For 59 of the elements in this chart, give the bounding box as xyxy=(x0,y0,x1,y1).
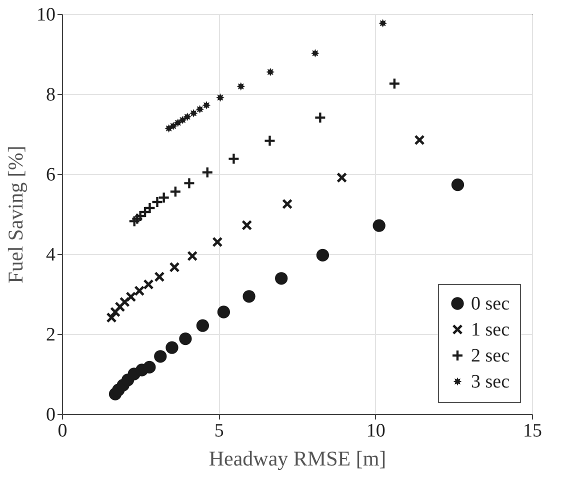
point xyxy=(134,286,144,296)
point xyxy=(216,93,224,102)
y-tick-label: 8 xyxy=(46,84,56,106)
point xyxy=(275,272,288,285)
point xyxy=(242,220,252,230)
point xyxy=(154,272,164,282)
y-tick-label: 6 xyxy=(46,164,56,186)
point xyxy=(310,49,320,58)
legend-label: 0 sec xyxy=(471,294,510,314)
point xyxy=(126,292,136,302)
point xyxy=(158,192,169,203)
point xyxy=(228,154,239,164)
point xyxy=(196,319,210,332)
point xyxy=(183,112,192,121)
point xyxy=(202,167,212,178)
point xyxy=(170,186,180,197)
point xyxy=(189,109,198,118)
y-tick-label: 10 xyxy=(36,4,56,26)
point xyxy=(389,78,400,89)
point xyxy=(187,251,198,261)
x-axis-title: Headway RMSE [m] xyxy=(208,446,386,470)
point xyxy=(179,332,192,346)
point xyxy=(264,136,275,146)
y-tick-label: 4 xyxy=(46,244,56,266)
point xyxy=(202,101,211,110)
y-tick-label: 2 xyxy=(46,324,56,346)
point xyxy=(217,306,230,318)
point xyxy=(266,68,275,76)
legend-label: 3 sec xyxy=(471,372,510,392)
point xyxy=(152,197,162,207)
point xyxy=(212,237,222,247)
x-tick-label: 5 xyxy=(214,420,224,442)
point xyxy=(315,112,326,123)
point xyxy=(184,178,194,188)
legend-label: 1 sec xyxy=(471,320,510,340)
point xyxy=(316,248,330,262)
point xyxy=(144,203,155,213)
point xyxy=(242,290,256,303)
point xyxy=(169,122,178,130)
point xyxy=(143,360,156,374)
x-tick-label: 10 xyxy=(366,420,386,442)
point xyxy=(170,262,180,272)
point xyxy=(178,116,187,124)
point xyxy=(336,172,347,183)
point xyxy=(166,341,178,354)
y-axis-title: Fuel Saving [%] xyxy=(4,146,28,284)
point xyxy=(144,279,154,290)
point xyxy=(451,178,464,192)
legend-label: 2 sec xyxy=(471,346,510,366)
point xyxy=(372,219,386,232)
point xyxy=(236,82,246,91)
x-tick-label: 15 xyxy=(523,420,542,442)
point xyxy=(282,199,292,209)
point xyxy=(378,19,388,28)
point xyxy=(414,135,424,145)
point xyxy=(154,350,167,363)
y-tick-label: 0 xyxy=(46,404,56,426)
point xyxy=(196,105,204,114)
point xyxy=(174,118,182,127)
